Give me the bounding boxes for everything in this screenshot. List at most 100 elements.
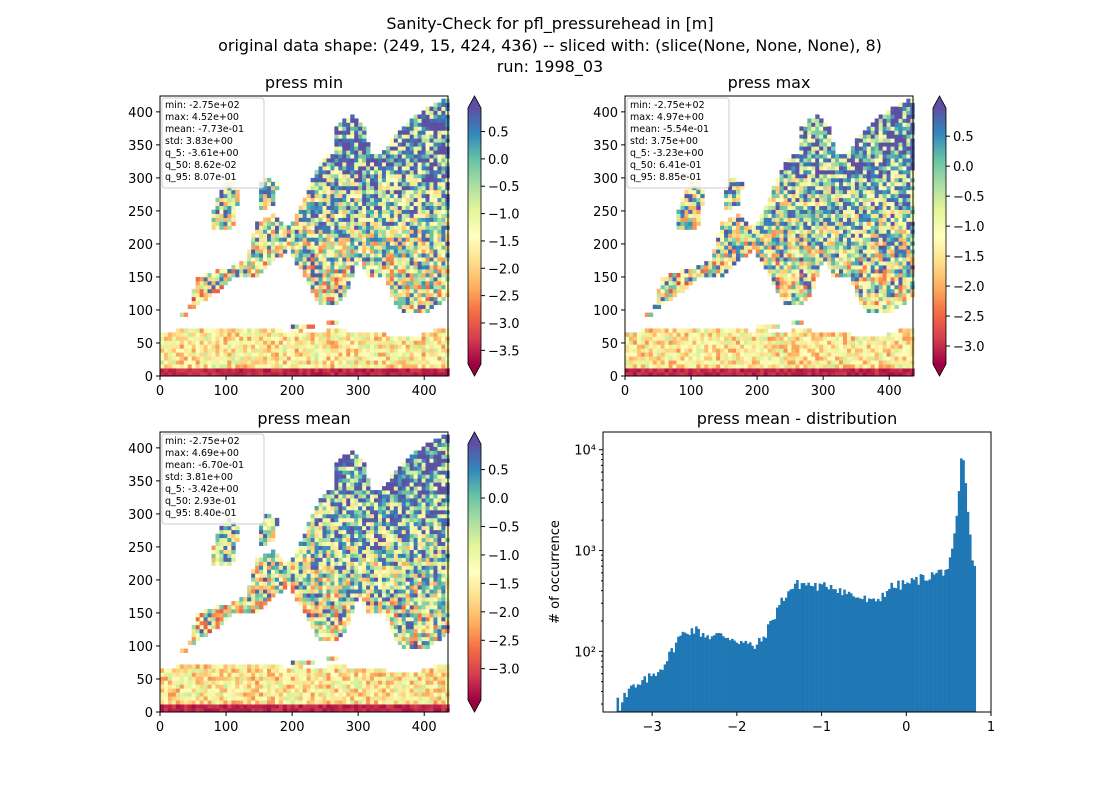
heatmap-cell: [413, 308, 419, 314]
heatmap-cell: [854, 233, 860, 238]
heatmap-cell: [866, 284, 872, 290]
heatmap-cell: [314, 352, 319, 357]
heatmap-cell: [437, 110, 442, 115]
heatmap-cell: [334, 272, 339, 278]
heatmap-cell: [286, 352, 292, 357]
heatmap-cell: [302, 205, 308, 210]
heatmap-cell: [366, 201, 371, 207]
heatmap-cell: [409, 118, 415, 123]
heatmap-cell: [270, 197, 276, 203]
heatmap-cell: [259, 332, 264, 337]
heatmap-cell: [787, 265, 792, 270]
heatmap-cell: [839, 348, 844, 353]
heatmap-cell: [771, 229, 777, 234]
heatmap-cell: [385, 336, 391, 341]
heatmap-cell: [409, 229, 415, 234]
heatmap-cell: [692, 360, 697, 365]
heatmap-cell: [429, 162, 434, 167]
heatmap-cell: [385, 265, 391, 270]
heatmap-cell: [735, 225, 741, 230]
heatmap-cell: [362, 261, 367, 266]
heatmap-cell: [346, 237, 351, 242]
heatmap-cell: [255, 372, 260, 377]
heatmap-cell: [823, 181, 828, 187]
heatmap-cell: [405, 265, 411, 270]
heatmap-cell: [795, 276, 800, 282]
heatmap-cell: [326, 213, 331, 218]
heatmap-cell: [370, 205, 375, 210]
heatmap-cell: [318, 249, 323, 254]
heatmap-cell: [385, 253, 391, 258]
heatmap-cell: [791, 162, 796, 167]
heatmap-cell: [322, 288, 327, 294]
heatmap-cell: [652, 352, 658, 357]
heatmap-cell: [290, 233, 296, 238]
heatmap-cell: [183, 312, 189, 317]
heatmap-cell: [441, 146, 446, 151]
heatmap-cell: [854, 225, 860, 230]
heatmap-cell: [207, 352, 212, 357]
heatmap-cell: [318, 173, 323, 179]
heatmap-cell: [795, 213, 800, 218]
heatmap-cell: [302, 261, 308, 266]
heatmap-cell: [771, 372, 777, 377]
heatmap-cell: [239, 328, 244, 333]
heatmap-cell: [819, 146, 824, 151]
heatmap-cell: [346, 249, 351, 254]
heatmap-cell: [326, 205, 331, 210]
heatmap-cell: [191, 344, 197, 349]
heatmap-cell: [306, 324, 312, 329]
heatmap-cell: [306, 360, 312, 365]
heatmap-cell: [377, 173, 383, 179]
heatmap-cell: [704, 328, 709, 333]
heatmap-cell: [823, 233, 828, 238]
heatmap-cell: [393, 352, 399, 357]
heatmap-cell: [318, 166, 323, 171]
heatmap-cell: [354, 332, 359, 337]
heatmap-cell: [862, 130, 868, 135]
heatmap-cell: [779, 245, 784, 250]
heatmap-cell: [429, 154, 434, 159]
heatmap-cell: [219, 364, 224, 369]
heatmap-cell: [811, 280, 816, 286]
heatmap-cell: [815, 364, 820, 369]
heatmap-cell: [397, 185, 403, 191]
heatmap-cell: [831, 229, 836, 234]
heatmap-cell: [421, 110, 426, 115]
heatmap-cell: [381, 201, 387, 207]
heatmap-cell: [680, 213, 685, 218]
heatmap-cell: [656, 356, 662, 361]
heatmap-cell: [870, 368, 876, 373]
heatmap-cell: [354, 193, 359, 199]
heatmap-cell: [409, 201, 415, 207]
heatmap-cell: [413, 241, 419, 246]
heatmap-cell: [346, 173, 351, 179]
heatmap-cell: [425, 169, 430, 175]
heatmap-cell: [660, 292, 666, 298]
heatmap-cell: [374, 158, 379, 163]
heatmap-cell: [433, 138, 438, 143]
heatmap-cell: [366, 150, 371, 155]
heatmap-cell: [358, 166, 363, 171]
heatmap-cell: [342, 122, 347, 127]
heatmap-cell: [401, 166, 407, 171]
heatmap-cell: [437, 300, 442, 306]
heatmap-cell: [397, 336, 403, 341]
heatmap-cell: [878, 253, 884, 258]
heatmap-cell: [326, 217, 331, 222]
heatmap-cell: [302, 257, 308, 262]
heatmap-cell: [652, 328, 658, 333]
heatmap-cell: [791, 272, 796, 278]
heatmap-cell: [310, 217, 315, 222]
heatmap-cell: [389, 360, 395, 365]
heatmap-cell: [775, 280, 780, 286]
heatmap-cell: [393, 261, 399, 266]
heatmap-cell: [862, 372, 868, 377]
heatmap-cell: [433, 233, 438, 238]
heatmap-cell: [625, 336, 630, 341]
heatmap-cell: [195, 284, 201, 290]
heatmap-cell: [636, 348, 642, 353]
heatmap-cell: [267, 336, 272, 341]
heatmap-cell: [815, 217, 820, 222]
heatmap-cell: [819, 356, 824, 361]
